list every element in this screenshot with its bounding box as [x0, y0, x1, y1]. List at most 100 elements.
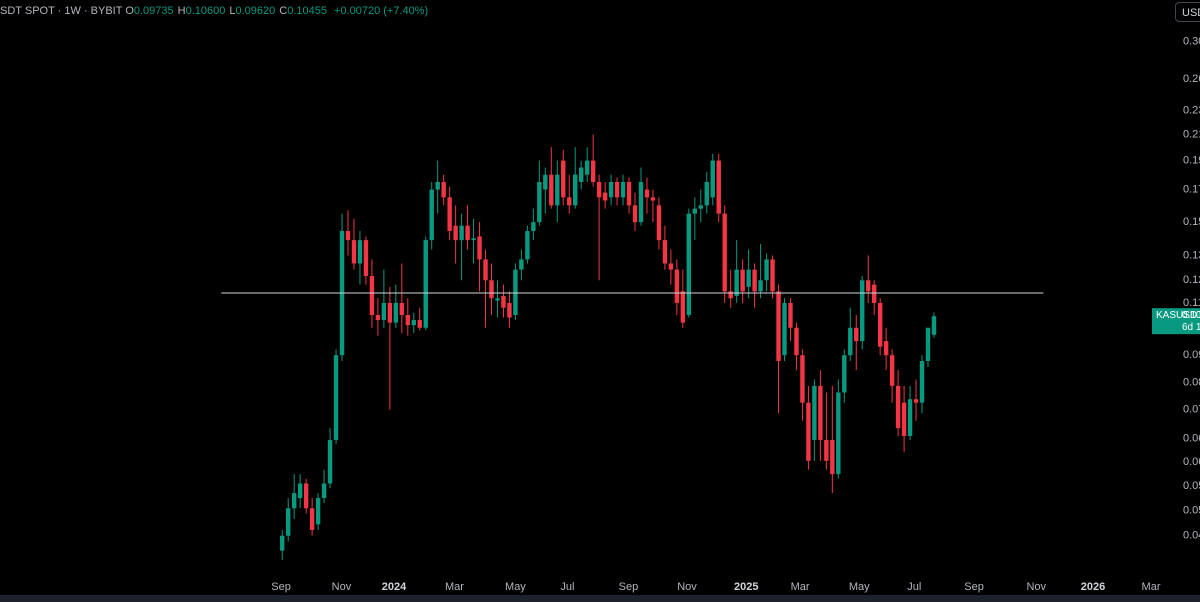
y-tick-label: 0.13 [1183, 249, 1200, 261]
candle-body [889, 355, 895, 386]
candle-body [387, 302, 393, 323]
ohlc-value: 0.09620 [235, 5, 276, 17]
candle-body [578, 167, 584, 183]
candle-body [860, 280, 865, 342]
candle-body [722, 213, 727, 292]
candle-body [501, 295, 506, 308]
candle-body [519, 259, 524, 270]
y-tick-label: 0.05 [1183, 480, 1200, 492]
candle-body [901, 402, 907, 436]
candle-body [399, 302, 405, 316]
candle-body [393, 302, 399, 323]
candle-body [638, 182, 644, 223]
ohlc: O0.09735 H0.10600 L0.09620 C0.10455 [125, 5, 331, 17]
x-tick-label: Mar [445, 581, 464, 593]
candle-body [596, 182, 602, 198]
candle-body [626, 182, 632, 206]
x-tick-label: Nov [1026, 581, 1046, 593]
candle-body [842, 355, 847, 393]
candle-body [746, 269, 751, 287]
candle-body [650, 197, 656, 201]
x-tick-label: Sep [619, 581, 639, 593]
price-label-countdown: 6d 1 [1182, 322, 1200, 333]
y-tick-label: 0.05 [1183, 504, 1200, 516]
candle-body [537, 182, 542, 223]
y-tick-label: 0.07 [1183, 404, 1200, 416]
candle-body [447, 197, 452, 231]
candle-body [363, 240, 369, 276]
x-tick-label: Jul [907, 581, 921, 593]
candle-body [818, 385, 823, 440]
candle-body [913, 399, 919, 403]
x-tick-label: Jul [560, 581, 574, 593]
candle-body [680, 291, 686, 323]
candle-body [776, 291, 781, 362]
candle-body [584, 160, 590, 175]
candle-body [477, 236, 482, 260]
candle-body [471, 238, 476, 241]
candle-body [692, 208, 698, 214]
candle-body [309, 508, 315, 530]
y-tick-label: 0.11 [1183, 297, 1200, 309]
x-tick-label: 2026 [1081, 581, 1105, 593]
candle-body [644, 189, 650, 198]
candle-body [513, 269, 518, 316]
candle-body [806, 402, 811, 461]
candle-body [716, 160, 721, 214]
candle-body [280, 535, 285, 551]
x-tick-label: Mar [791, 581, 810, 593]
candle-body [303, 483, 309, 509]
candle-body [620, 182, 626, 198]
candle-body [369, 275, 375, 316]
candle-body [877, 302, 883, 347]
candle-body [417, 320, 422, 328]
candle-body [573, 174, 578, 206]
candle-body [561, 160, 566, 198]
candle-body [871, 284, 877, 303]
candle-body [800, 355, 805, 403]
candle-body [931, 316, 937, 335]
candle-body [345, 230, 351, 241]
price-label-price: 0.10 [1182, 310, 1200, 321]
candle-body [453, 225, 458, 241]
candle-body [895, 385, 901, 429]
y-tick-label: 0.21 [1183, 128, 1200, 140]
y-tick-label: 0.23 [1183, 105, 1200, 117]
candle-body [710, 160, 715, 198]
candle-body [848, 327, 853, 356]
candle-body [770, 259, 775, 292]
candle-body [286, 508, 291, 536]
y-tick-label: 0.12 [1183, 274, 1200, 286]
candle-body [567, 197, 572, 206]
y-tick-label: 0.17 [1183, 183, 1200, 195]
candle-body [357, 240, 363, 264]
symbol: SDT SPOT · 1W · BYBIT [0, 5, 123, 17]
candle-body [734, 269, 739, 296]
candle-body [297, 483, 303, 499]
x-tick-label: Nov [677, 581, 697, 593]
candle-body [686, 213, 692, 316]
x-tick-label: Mar [1142, 581, 1161, 593]
y-tick-label: 0.15 [1183, 216, 1200, 228]
candle-body [883, 341, 889, 356]
candle-body [459, 225, 464, 241]
price-label-symbol: KASUSDT [1156, 310, 1200, 321]
candle-body [327, 439, 333, 484]
currency-button[interactable]: USD [1175, 2, 1200, 22]
legend-header: SDT SPOT · 1W · BYBIT O0.09735 H0.10600 L0… [0, 5, 432, 17]
ohlc-key: L [229, 5, 236, 17]
candle-body [662, 240, 668, 264]
x-tick-label: Nov [332, 581, 352, 593]
candle-body [333, 355, 339, 440]
candle-body [315, 498, 321, 525]
candle-body [782, 302, 787, 356]
y-tick-label: 0.06 [1183, 456, 1200, 468]
x-tick-label: May [505, 581, 526, 593]
candle-body [728, 291, 733, 299]
candle-body [614, 182, 620, 198]
y-tick-label: 0.26 [1183, 73, 1200, 85]
candle-body [507, 302, 512, 318]
